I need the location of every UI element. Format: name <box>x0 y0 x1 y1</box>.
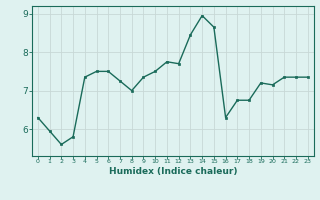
X-axis label: Humidex (Indice chaleur): Humidex (Indice chaleur) <box>108 167 237 176</box>
